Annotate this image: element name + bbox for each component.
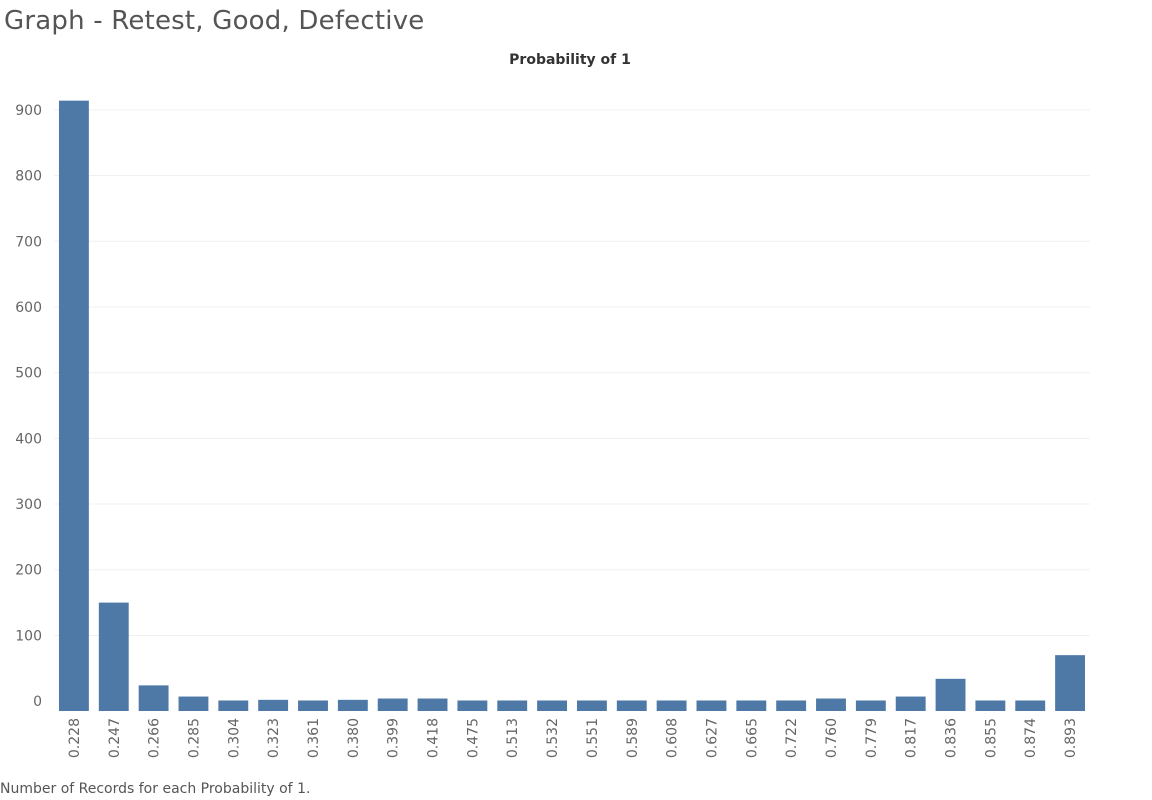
x-tick-label: 0.475 <box>465 718 481 758</box>
x-axis-ticks: 0.228 0.247 0.266 0.285 0.304 0.323 0.361 0.380… <box>67 718 1079 758</box>
x-tick-label: 0.665 <box>744 718 760 758</box>
chart-area: 0 100 200 300 400 500 600 700 800 900 0.228 0.247 0… <box>15 100 1090 758</box>
footnote: Number of Records for each Probability o… <box>0 781 311 797</box>
x-tick-label: 0.551 <box>585 718 601 758</box>
bar[interactable] <box>776 700 807 711</box>
bar[interactable] <box>178 696 209 711</box>
y-tick-label: 700 <box>15 234 42 250</box>
y-tick-label: 400 <box>15 431 42 447</box>
x-tick-label: 0.532 <box>545 718 561 758</box>
bar[interactable] <box>1015 700 1046 711</box>
bar[interactable] <box>656 700 687 711</box>
y-tick-label: 200 <box>15 563 42 579</box>
bar[interactable] <box>895 696 926 711</box>
x-tick-label: 0.855 <box>983 718 999 758</box>
x-tick-label: 0.779 <box>864 718 880 758</box>
bar[interactable] <box>855 700 886 711</box>
y-axis-ticks: 0 100 200 300 400 500 600 700 800 900 <box>15 103 42 710</box>
x-tick-label: 0.589 <box>625 718 641 758</box>
x-tick-label: 0.285 <box>186 718 202 758</box>
bar[interactable] <box>298 700 328 711</box>
x-tick-label: 0.893 <box>1063 718 1079 758</box>
gridlines <box>54 109 1090 636</box>
x-tick-label: 0.361 <box>306 718 322 758</box>
bar[interactable] <box>576 700 607 711</box>
bar[interactable] <box>935 678 966 711</box>
x-tick-label: 0.323 <box>266 718 282 758</box>
bar[interactable] <box>616 700 647 711</box>
bars <box>58 100 1086 711</box>
x-tick-label: 0.817 <box>904 718 920 758</box>
bar[interactable] <box>696 700 727 711</box>
y-tick-label: 500 <box>15 366 42 382</box>
bar[interactable] <box>975 700 1006 711</box>
x-tick-label: 0.874 <box>1023 718 1039 758</box>
y-tick-label: 900 <box>15 103 42 119</box>
x-tick-label: 0.836 <box>944 718 960 758</box>
bar[interactable] <box>537 700 568 711</box>
x-tick-label: 0.418 <box>426 718 442 758</box>
x-tick-label: 0.513 <box>505 718 521 758</box>
x-tick-label: 0.380 <box>346 718 362 758</box>
bar[interactable] <box>1055 655 1086 711</box>
x-tick-label: 0.247 <box>107 718 123 758</box>
bar[interactable] <box>497 700 528 711</box>
x-tick-label: 0.266 <box>147 718 163 758</box>
x-tick-label: 0.722 <box>784 718 800 758</box>
x-tick-label: 0.627 <box>704 718 720 758</box>
x-tick-label: 0.608 <box>665 718 681 758</box>
sheet-title: Graph - Retest, Good, Defective <box>4 6 425 36</box>
bar[interactable] <box>258 699 289 711</box>
y-tick-label: 0 <box>33 694 42 710</box>
bar[interactable] <box>816 698 846 711</box>
y-tick-label: 100 <box>15 628 42 644</box>
y-tick-label: 600 <box>15 300 42 316</box>
bar[interactable] <box>58 100 89 711</box>
bar[interactable] <box>377 698 408 711</box>
bar[interactable] <box>98 602 129 711</box>
y-tick-label: 800 <box>15 169 42 185</box>
y-tick-label: 300 <box>15 497 42 513</box>
bar[interactable] <box>736 700 767 711</box>
bar[interactable] <box>138 685 169 711</box>
bar[interactable] <box>337 699 368 711</box>
bar[interactable] <box>457 700 488 711</box>
x-tick-label: 0.304 <box>226 718 242 758</box>
x-tick-label: 0.760 <box>824 718 840 758</box>
bar[interactable] <box>417 698 448 711</box>
x-tick-label: 0.228 <box>67 718 83 758</box>
chart-title: Probability of 1 <box>509 52 631 68</box>
x-tick-label: 0.399 <box>386 718 402 758</box>
bar[interactable] <box>218 700 249 711</box>
